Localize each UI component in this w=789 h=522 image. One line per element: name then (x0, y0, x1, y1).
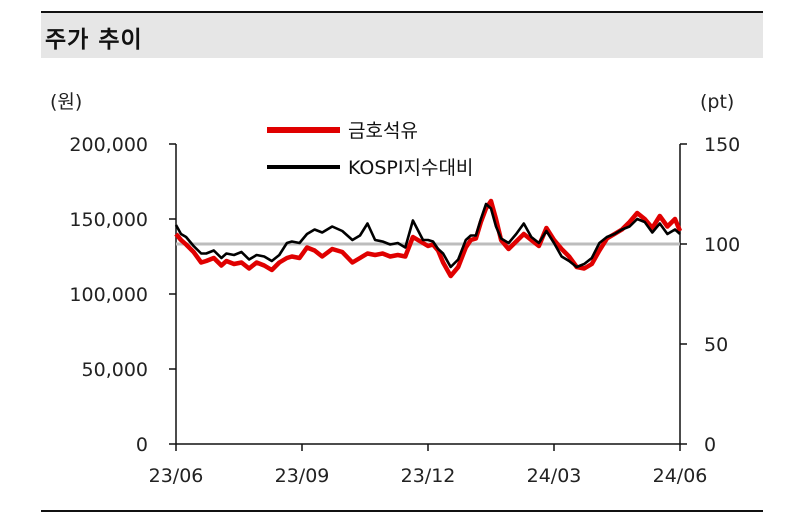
right-tick-label: 50 (704, 334, 728, 356)
left-tick-label: 50,000 (82, 359, 148, 381)
x-tick-label: 24/06 (653, 465, 708, 487)
left-tick-label: 150,000 (69, 209, 148, 231)
legend: 금호석유 KOSPI지수대비 (267, 120, 473, 179)
left-tick-label: 100,000 (69, 284, 148, 306)
x-tick-label: 24/03 (527, 465, 582, 487)
x-tick-label: 23/09 (275, 465, 330, 487)
section-title: 주가 추이 (45, 27, 143, 53)
left-axis-unit: (원) (50, 91, 82, 113)
legend-label-kumho: 금호석유 (348, 120, 418, 142)
x-tick-label: 23/12 (401, 465, 456, 487)
footer-rule (41, 510, 763, 512)
series-line-kospi-relative (174, 202, 681, 269)
legend-label-kospi: KOSPI지수대비 (348, 157, 473, 179)
right-tick-label: 150 (704, 134, 740, 156)
right-axis-unit: (pt) (700, 91, 734, 113)
right-axis: 150 100 50 0 (680, 134, 740, 456)
x-tick-label: 23/06 (149, 465, 204, 487)
left-tick-label: 0 (136, 434, 148, 456)
x-axis: 23/06 23/09 23/12 24/03 24/06 (149, 444, 708, 487)
left-axis: 200,000 150,000 100,000 50,000 0 (69, 134, 176, 456)
left-tick-label: 200,000 (69, 134, 148, 156)
section-header: 주가 추이 (41, 13, 763, 58)
header-top-rule (41, 11, 763, 13)
right-tick-label: 100 (704, 234, 740, 256)
right-tick-label: 0 (704, 434, 716, 456)
